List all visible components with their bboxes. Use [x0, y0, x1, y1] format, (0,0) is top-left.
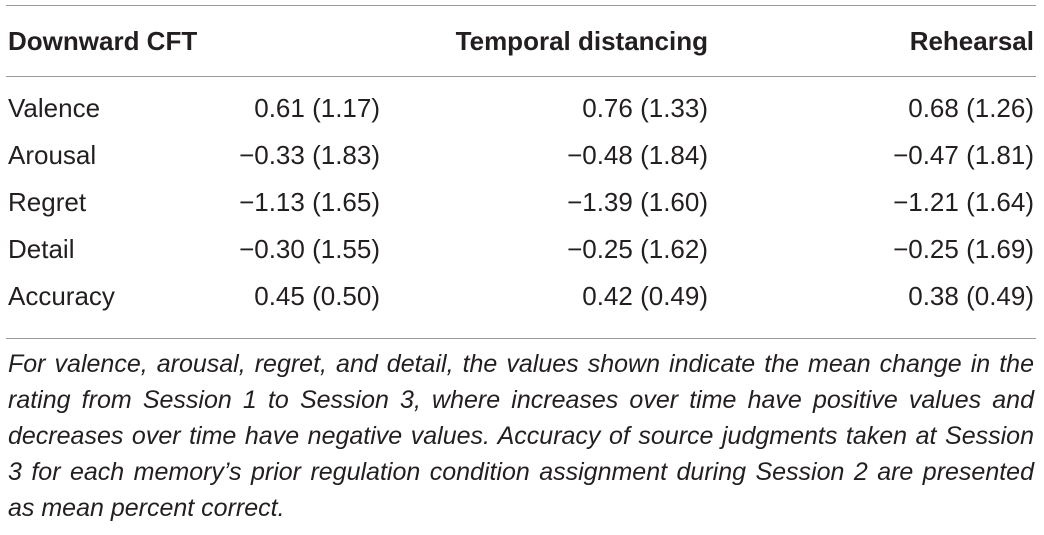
table-row: Arousal −0.33 (1.83) −0.48 (1.84) −0.47 … — [6, 132, 1036, 179]
results-table: Downward CFT Temporal distancing Rehears… — [6, 6, 1036, 320]
table-header-row: Downward CFT Temporal distancing Rehears… — [6, 6, 1036, 76]
cell-valence-downward-cft: 0.61 (1.17) — [254, 93, 380, 123]
table-bottom-rule — [6, 338, 1036, 339]
cell-arousal-temporal-distancing: −0.48 (1.84) — [567, 140, 708, 170]
row-label-regret: Regret — [8, 187, 87, 217]
cell-accuracy-downward-cft: 0.45 (0.50) — [254, 281, 380, 311]
cell-regret-temporal-distancing: −1.39 (1.60) — [567, 187, 708, 217]
row-label-valence: Valence — [8, 93, 101, 123]
cell-detail-temporal-distancing: −0.25 (1.62) — [567, 234, 708, 264]
cell-valence-temporal-distancing: 0.76 (1.33) — [582, 93, 708, 123]
table-row: Detail −0.30 (1.55) −0.25 (1.62) −0.25 (… — [6, 226, 1036, 273]
column-header-temporal-distancing: Temporal distancing — [455, 25, 708, 56]
cell-accuracy-rehearsal: 0.38 (0.49) — [908, 281, 1034, 311]
cell-detail-rehearsal: −0.25 (1.69) — [893, 234, 1034, 264]
table-row: Accuracy 0.45 (0.50) 0.42 (0.49) 0.38 (0… — [6, 273, 1036, 320]
row-label-accuracy: Accuracy — [8, 281, 115, 311]
cell-valence-rehearsal: 0.68 (1.26) — [908, 93, 1034, 123]
cell-detail-downward-cft: −0.30 (1.55) — [239, 234, 380, 264]
cell-arousal-rehearsal: −0.47 (1.81) — [893, 140, 1034, 170]
row-label-detail: Detail — [8, 234, 75, 264]
cell-regret-downward-cft: −1.13 (1.65) — [239, 187, 380, 217]
cell-arousal-downward-cft: −0.33 (1.83) — [239, 140, 380, 170]
cell-accuracy-temporal-distancing: 0.42 (0.49) — [582, 281, 708, 311]
row-label-arousal: Arousal — [8, 140, 97, 170]
table-row: Regret −1.13 (1.65) −1.39 (1.60) −1.21 (… — [6, 179, 1036, 226]
cell-regret-rehearsal: −1.21 (1.64) — [893, 187, 1034, 217]
table-top-rule — [6, 5, 1036, 6]
table-row: Valence 0.61 (1.17) 0.76 (1.33) 0.68 (1.… — [6, 76, 1036, 132]
column-header-downward-cft: Downward CFT — [8, 25, 198, 56]
header-separator-rule — [6, 76, 1036, 77]
table-footnote: For valence, arousal, regret, and detail… — [8, 350, 1034, 522]
column-header-rehearsal: Rehearsal — [909, 25, 1034, 56]
